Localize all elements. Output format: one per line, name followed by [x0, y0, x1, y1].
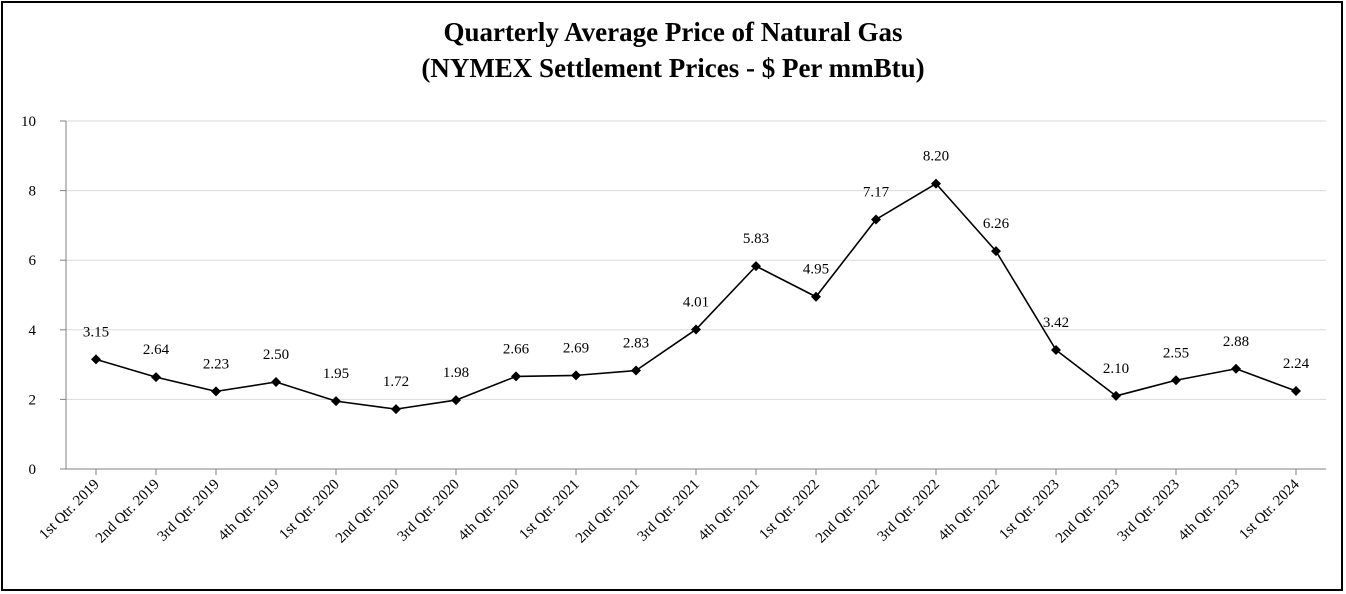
data-point-marker: [991, 246, 1001, 257]
y-tick-label-8: 8: [29, 184, 37, 200]
x-tick-label: 4th Qtr. 2020: [455, 477, 523, 545]
x-tick-label: 3rd Qtr. 2021: [635, 477, 703, 545]
data-point-marker: [631, 365, 641, 376]
data-label: 4.95: [803, 262, 829, 278]
x-tick-label: 4th Qtr. 2022: [935, 477, 1003, 545]
data-point-marker: [811, 291, 821, 302]
x-tick-label: 4th Qtr. 2023: [1175, 477, 1243, 545]
data-point-marker: [331, 396, 341, 407]
x-tick-label: 4th Qtr. 2021: [695, 477, 763, 545]
y-tick-label-4: 4: [29, 323, 37, 339]
data-label: 8.20: [923, 149, 949, 165]
data-label: 2.88: [1223, 334, 1249, 350]
data-label: 1.72: [383, 374, 409, 390]
x-tick-label: 1st Qtr. 2024: [1236, 476, 1303, 543]
data-point-marker: [1231, 363, 1241, 374]
data-label: 3.42: [1043, 315, 1069, 331]
x-tick-label: 3rd Qtr. 2020: [395, 477, 463, 545]
data-point-marker: [691, 324, 701, 335]
data-label: 3.15: [83, 324, 109, 340]
data-label: 2.24: [1283, 356, 1310, 372]
data-label: 5.83: [743, 231, 769, 247]
data-label: 1.95: [323, 366, 349, 382]
data-label: 2.66: [503, 341, 530, 357]
chart-subtitle: (NYMEX Settlement Prices - $ Per mmBtu): [421, 53, 924, 83]
x-tick-label: 1st Qtr. 2023: [996, 477, 1062, 543]
data-point-marker: [211, 386, 221, 397]
y-tick-labels: 0 2 4 6 8 10: [21, 114, 37, 478]
x-tick-label: 2nd Qtr. 2022: [813, 477, 883, 547]
data-point-marker: [451, 395, 461, 406]
x-tick-label: 1st Qtr. 2019: [36, 477, 102, 543]
y-tick-label-2: 2: [29, 392, 37, 408]
data-label: 2.10: [1103, 361, 1129, 377]
x-tick-label: 2nd Qtr. 2021: [573, 477, 643, 547]
x-tick-label: 1st Qtr. 2020: [276, 477, 342, 543]
data-label: 2.64: [143, 342, 170, 358]
data-label: 6.26: [983, 216, 1010, 232]
data-label: 7.17: [863, 184, 890, 200]
data-point-marker: [1111, 390, 1121, 401]
data-label: 2.55: [1163, 345, 1189, 361]
chart-title: Quarterly Average Price of Natural Gas: [443, 17, 902, 47]
data-point-marker: [91, 354, 101, 365]
data-label: 2.83: [623, 336, 649, 352]
y-tick-label-6: 6: [29, 253, 37, 269]
data-point-marker: [151, 372, 161, 383]
data-label: 2.69: [563, 340, 589, 356]
gridlines: [66, 120, 1326, 400]
data-point-marker: [931, 178, 941, 189]
y-tick-label-0: 0: [29, 462, 37, 478]
x-tick-label: 1st Qtr. 2022: [756, 477, 822, 543]
data-point-marker: [271, 377, 281, 387]
x-tick-label: 2nd Qtr. 2020: [333, 477, 403, 547]
data-label: 4.01: [683, 294, 709, 310]
x-tick-label: 1st Qtr. 2021: [516, 477, 582, 543]
x-tick-label: 2nd Qtr. 2023: [1053, 477, 1123, 547]
data-point-marker: [751, 261, 761, 272]
data-label: 1.98: [443, 365, 469, 381]
x-tick-label: 4th Qtr. 2019: [215, 477, 283, 545]
x-tick-label: 2nd Qtr. 2019: [93, 477, 163, 547]
data-markers: [91, 178, 1301, 415]
data-point-marker: [511, 371, 521, 382]
x-tick-label: 3rd Qtr. 2022: [875, 477, 943, 545]
data-point-marker: [1291, 386, 1301, 397]
data-labels: 3.15 2.64 2.23 2.50 1.95 1.72 1.98 2.66 2.69 2.83…: [83, 149, 1310, 391]
data-label: 2.50: [263, 347, 289, 363]
data-point-marker: [871, 214, 881, 225]
x-tick-label: 3rd Qtr. 2023: [1115, 477, 1183, 545]
data-point-marker: [571, 370, 581, 381]
axes: [60, 120, 1326, 475]
y-tick-label-10: 10: [21, 114, 36, 130]
data-point-marker: [1171, 375, 1181, 386]
data-label: 2.23: [203, 356, 229, 372]
data-point-marker: [391, 404, 401, 415]
data-point-marker: [1051, 344, 1061, 355]
x-tick-label: 3rd Qtr. 2019: [155, 477, 223, 545]
